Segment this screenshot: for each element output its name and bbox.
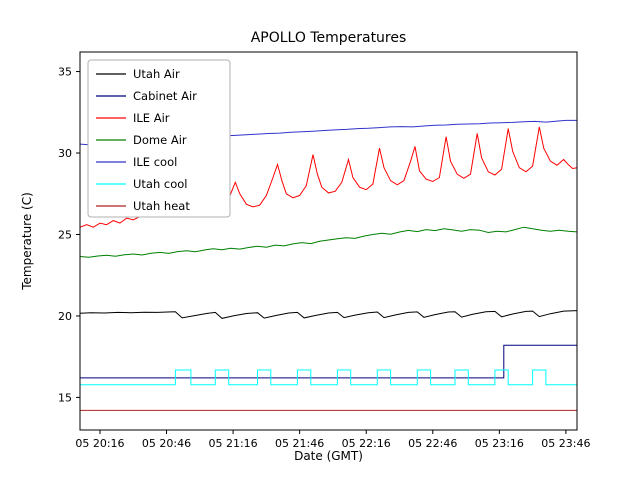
y-tick-label: 25: [58, 228, 72, 241]
x-tick-label: 05 20:16: [75, 437, 124, 450]
legend-label-cabinet-air: Cabinet Air: [133, 89, 197, 103]
legend-label-ile-cool: ILE cool: [133, 155, 177, 169]
legend-label-ile-air: ILE Air: [133, 111, 170, 125]
chart-title: APOLLO Temperatures: [250, 30, 407, 46]
series-line-utah-cool: [80, 369, 577, 386]
y-axis-label: Temperature (C): [20, 192, 34, 290]
x-tick-label: 05 22:46: [408, 437, 457, 450]
x-tick-label: 05 23:46: [541, 437, 590, 450]
legend-box: [87, 59, 231, 218]
y-tick-label: 20: [58, 310, 72, 323]
x-axis-label: Date (GMT): [294, 449, 363, 463]
series-line-cabinet-air: [80, 344, 577, 379]
y-tick-label: 30: [58, 147, 72, 160]
series-line-dome-air: [79, 226, 578, 258]
plot-border: [79, 51, 578, 431]
legend-label-dome-air: Dome Air: [133, 133, 187, 147]
y-tick-label: 15: [58, 391, 72, 404]
legend-label-utah-air: Utah Air: [133, 67, 180, 81]
legend-label-utah-heat: Utah heat: [133, 199, 190, 213]
x-tick-label: 05 22:16: [342, 437, 391, 450]
y-tick-label: 35: [58, 66, 72, 79]
x-tick-label: 05 21:46: [275, 437, 324, 450]
x-tick-label: 05 21:16: [208, 437, 257, 450]
x-tick-label: 05 20:46: [142, 437, 191, 450]
series-line-utah-air: [79, 310, 578, 319]
x-tick-label: 05 23:16: [475, 437, 524, 450]
legend-label-utah-cool: Utah cool: [133, 177, 188, 191]
